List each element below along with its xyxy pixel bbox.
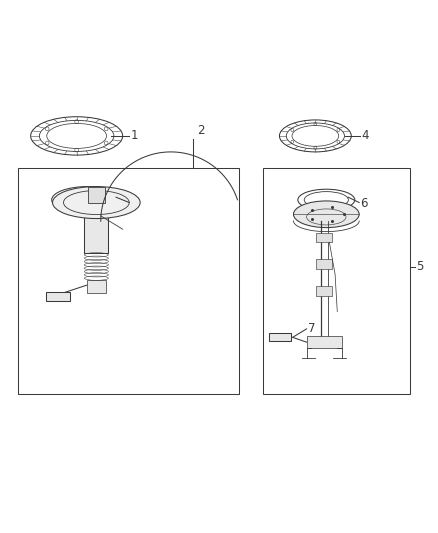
Bar xyxy=(88,187,105,203)
Text: 3: 3 xyxy=(131,197,138,209)
Bar xyxy=(269,333,291,341)
Text: 7: 7 xyxy=(308,322,315,335)
Bar xyxy=(263,168,410,394)
Text: 5: 5 xyxy=(416,260,424,273)
Bar xyxy=(84,200,109,253)
Text: 6: 6 xyxy=(360,197,368,210)
Bar xyxy=(307,336,342,348)
Ellipse shape xyxy=(293,201,359,228)
Bar xyxy=(87,280,106,293)
Text: 2: 2 xyxy=(197,124,205,137)
Ellipse shape xyxy=(53,187,140,219)
Text: 4: 4 xyxy=(361,130,369,142)
Bar xyxy=(316,233,332,242)
Bar xyxy=(316,286,332,295)
Text: 1: 1 xyxy=(131,130,138,142)
Bar xyxy=(46,292,70,301)
Bar xyxy=(18,168,239,394)
Bar xyxy=(316,259,332,269)
